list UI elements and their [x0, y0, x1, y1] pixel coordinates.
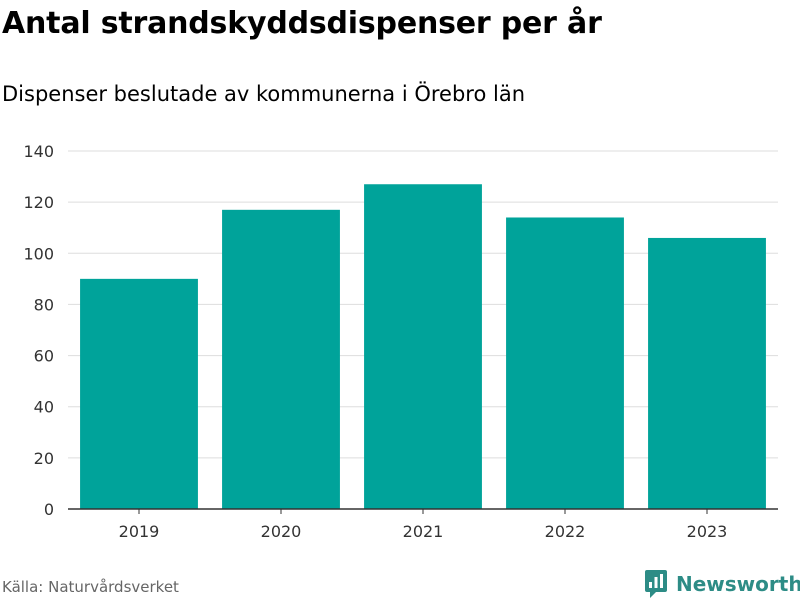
bar-2023 — [648, 237, 766, 509]
bar-chart-speech-bubble-icon — [645, 570, 667, 598]
chart-title: Antal strandskyddsdispenser per år — [2, 6, 602, 41]
x-tick-label: 2023 — [687, 522, 728, 541]
x-tick-label: 2022 — [545, 522, 586, 541]
y-tick-label: 100 — [23, 244, 54, 263]
source-note: Källa: Naturvårdsverket — [2, 578, 179, 596]
y-tick-label: 60 — [34, 347, 54, 366]
y-tick-label: 0 — [44, 500, 54, 519]
bar-2019 — [80, 278, 198, 509]
chart-subtitle: Dispenser beslutade av kommunerna i Öreb… — [2, 82, 526, 106]
y-tick-label: 40 — [34, 398, 54, 417]
bar-2022 — [506, 217, 624, 509]
brand-name: Newsworthy — [676, 572, 800, 596]
y-tick-label: 80 — [34, 295, 54, 314]
brand-logo: Newsworthy — [644, 568, 800, 600]
y-tick-label: 120 — [23, 193, 54, 212]
y-tick-label: 20 — [34, 449, 54, 468]
y-tick-label: 140 — [23, 142, 54, 161]
x-tick-label: 2020 — [261, 522, 302, 541]
x-tick-label: 2021 — [403, 522, 444, 541]
bar-2021 — [364, 184, 482, 509]
bars — [80, 184, 766, 510]
x-tick-label: 2019 — [119, 522, 160, 541]
axes: 0 20 40 60 80 100 120 140 2019 2020 2021 2022 2023 — [23, 142, 778, 541]
bar-2020 — [222, 209, 340, 510]
